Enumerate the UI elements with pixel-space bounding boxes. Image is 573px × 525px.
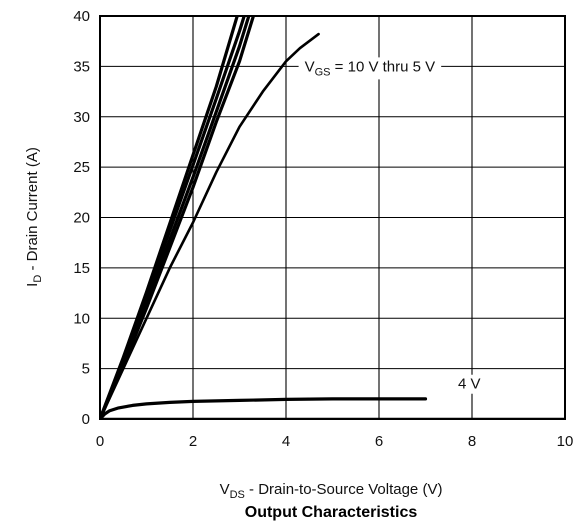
curves [100,16,565,419]
y-tick-label: 0 [82,411,90,428]
annotation-vgs-10-5: VGS = 10 V thru 5 V [298,57,442,80]
series-line-vgs-5v [100,32,320,419]
y-tick-label: 40 [73,8,90,25]
y-tick-label: 30 [73,109,90,126]
annotations: VGS = 10 V thru 5 V 4 V [298,57,487,394]
series-line-vgs-4v [100,397,428,419]
x-tick-label: 0 [96,433,104,450]
y-tick-label: 15 [73,260,90,277]
x-tick-label: 10 [557,433,573,450]
annotation-vgs-4: 4 V [452,374,487,394]
x-tick-label: 2 [189,433,197,450]
series-line-vgs-7v [100,16,239,419]
y-tick-label: 5 [82,361,90,378]
x-axis-label: VDS - Drain-to-Source Voltage (V) [220,481,443,501]
y-axis-label: ID - Drain Current (A) [24,147,44,287]
y-tick-label: 35 [73,58,90,75]
annotation-text: VGS = 10 V thru 5 V [305,58,436,78]
x-tick-label: 4 [282,433,290,450]
annotation-text: 4 V [458,376,481,393]
chart-title: Output Characteristics [245,504,418,521]
x-tick-label: 8 [468,433,476,450]
x-tick-label: 6 [375,433,383,450]
y-tick-label: 10 [73,310,90,327]
tick-labels: 0 2 4 6 8 10 0 5 10 15 20 25 30 35 40 [73,8,573,450]
y-tick-label: 25 [73,159,90,176]
y-tick-label: 20 [73,210,90,227]
